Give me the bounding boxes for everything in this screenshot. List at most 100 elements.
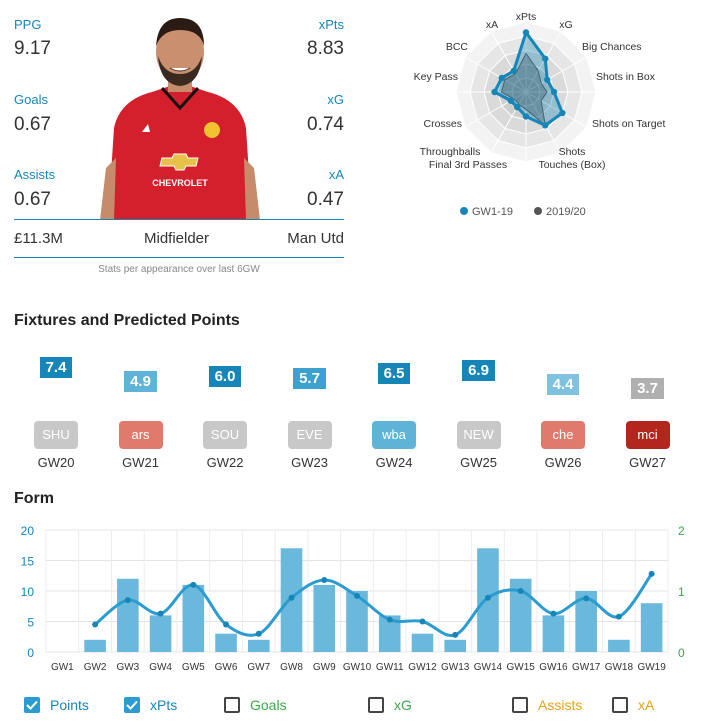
xa-value: 0.47 — [307, 189, 344, 210]
xpts-point — [223, 621, 230, 628]
radar-spoke — [525, 31, 562, 93]
xpts-point — [583, 595, 590, 602]
radar-axis-label: Key Pass — [414, 71, 458, 83]
legend-toggle-xa[interactable]: xA — [612, 696, 654, 714]
y2-tick-label: 2 — [678, 524, 685, 538]
points-bar — [608, 639, 630, 652]
radar-point — [542, 55, 549, 62]
predicted-points: 5.7 — [293, 368, 326, 389]
form-title: Form — [14, 490, 54, 507]
points-bar — [575, 591, 597, 652]
xpts-point — [124, 597, 131, 604]
gameweek-label: GW26 — [544, 455, 582, 470]
checkbox-icon[interactable] — [612, 697, 628, 713]
x-tick-label: GW11 — [376, 662, 404, 673]
legend-toggle-points[interactable]: Points — [24, 696, 89, 714]
fixture-item: 4.4 che GW26 — [533, 357, 593, 470]
checkbox-icon[interactable] — [368, 697, 384, 713]
checkbox-icon[interactable] — [512, 697, 528, 713]
x-tick-label: GW12 — [408, 662, 437, 673]
checkbox-icon[interactable] — [224, 697, 240, 713]
xpts-point — [550, 610, 557, 617]
radar-point — [544, 76, 551, 83]
radar-axis-label: Throughballs — [420, 146, 481, 158]
radar-axis-label: Shots in Box — [596, 71, 656, 83]
xpts-point — [452, 631, 459, 638]
xpts-point — [615, 613, 622, 620]
points-bar — [313, 584, 336, 652]
radar-legend-dot — [534, 207, 542, 215]
fixture-item: 6.5 wba GW24 — [364, 357, 424, 470]
team: Man Utd — [287, 230, 344, 247]
x-tick-label: GW7 — [247, 662, 270, 673]
points-bar — [444, 639, 467, 652]
xg-value: 0.74 — [307, 114, 344, 135]
legend-toggle-xg[interactable]: xG — [368, 696, 412, 714]
radar-spoke — [525, 56, 587, 93]
opponent-badge: che — [541, 421, 585, 449]
gameweek-label: GW23 — [291, 455, 328, 470]
legend-label: xA — [638, 697, 655, 713]
gameweek-label: GW22 — [206, 455, 244, 470]
radar-axis-label: Final 3rd Passes — [429, 159, 507, 171]
xpts-point — [386, 616, 393, 623]
radar-point — [510, 67, 517, 74]
radar-axis-label: xPts — [516, 11, 536, 23]
radar-spoke — [490, 91, 527, 153]
x-tick-label: GW15 — [507, 662, 536, 673]
x-tick-label: GW2 — [84, 662, 107, 673]
checkbox-icon[interactable] — [24, 697, 40, 713]
x-tick-label: GW6 — [215, 662, 238, 673]
points-bar — [509, 578, 532, 652]
gameweek-label: GW21 — [122, 455, 159, 470]
legend-toggle-goals[interactable]: Goals — [224, 696, 287, 714]
xpts-point — [190, 581, 197, 588]
opponent-badge: ars — [118, 421, 163, 449]
fixture-item: 7.4 SHU GW20 — [26, 357, 86, 470]
xpts-point — [157, 610, 164, 617]
xpts-label: xPts — [318, 17, 344, 32]
radar-spoke — [525, 91, 562, 153]
y2-tick-label: 1 — [678, 585, 685, 599]
goals-value: 0.67 — [14, 114, 51, 135]
radar-point — [522, 113, 530, 120]
radar-legend-label: GW1-19 — [472, 206, 513, 218]
gameweek-label: GW25 — [460, 455, 497, 470]
assists-value: 0.67 — [14, 189, 51, 210]
radar-legend-label: 2019/20 — [546, 206, 586, 218]
legend-label: Assists — [538, 697, 583, 713]
radar-spoke — [465, 91, 527, 128]
legend-toggle-xpts[interactable]: xPts — [124, 696, 177, 714]
position: Midfielder — [144, 230, 210, 247]
fixture-item: 3.7 mci GW27 — [618, 357, 678, 470]
xpts-point — [648, 570, 655, 577]
fixture-item: 4.9 ars GW21 — [111, 357, 171, 470]
x-tick-label: GW16 — [539, 662, 568, 673]
legend-toggle-assists[interactable]: Assists — [512, 696, 582, 714]
y2-tick-label: 0 — [678, 646, 685, 660]
points-bar — [84, 639, 106, 652]
x-tick-label: GW17 — [572, 662, 601, 673]
goals-label: Goals — [14, 92, 48, 107]
legend-label: Goals — [250, 697, 287, 713]
radar-point — [522, 29, 530, 36]
x-tick-label: GW1 — [51, 662, 74, 673]
checkbox-icon[interactable] — [124, 697, 140, 713]
points-bar — [182, 584, 205, 652]
points-bar — [378, 615, 401, 652]
points-bar — [640, 603, 663, 652]
radar-spoke — [465, 56, 527, 93]
radar-series-1 — [500, 52, 548, 127]
radar-point — [498, 74, 505, 82]
assists-label: Assists — [14, 167, 56, 182]
y-tick-label: 15 — [21, 555, 35, 569]
radar-spoke — [490, 31, 527, 93]
y-tick-label: 20 — [21, 524, 35, 538]
form-chart: 0 5 10 15 20 0 1 2 GW1 GW2 GW3 GW4 GW5 GW6 GW7 GW8 GW9 GW… — [21, 524, 685, 673]
radar-point — [491, 88, 498, 96]
predicted-points: 6.9 — [462, 360, 495, 381]
points-bar — [346, 591, 368, 652]
points-bar — [247, 639, 270, 652]
opponent-badge: SOU — [203, 421, 247, 449]
xg-label: xG — [327, 92, 344, 107]
